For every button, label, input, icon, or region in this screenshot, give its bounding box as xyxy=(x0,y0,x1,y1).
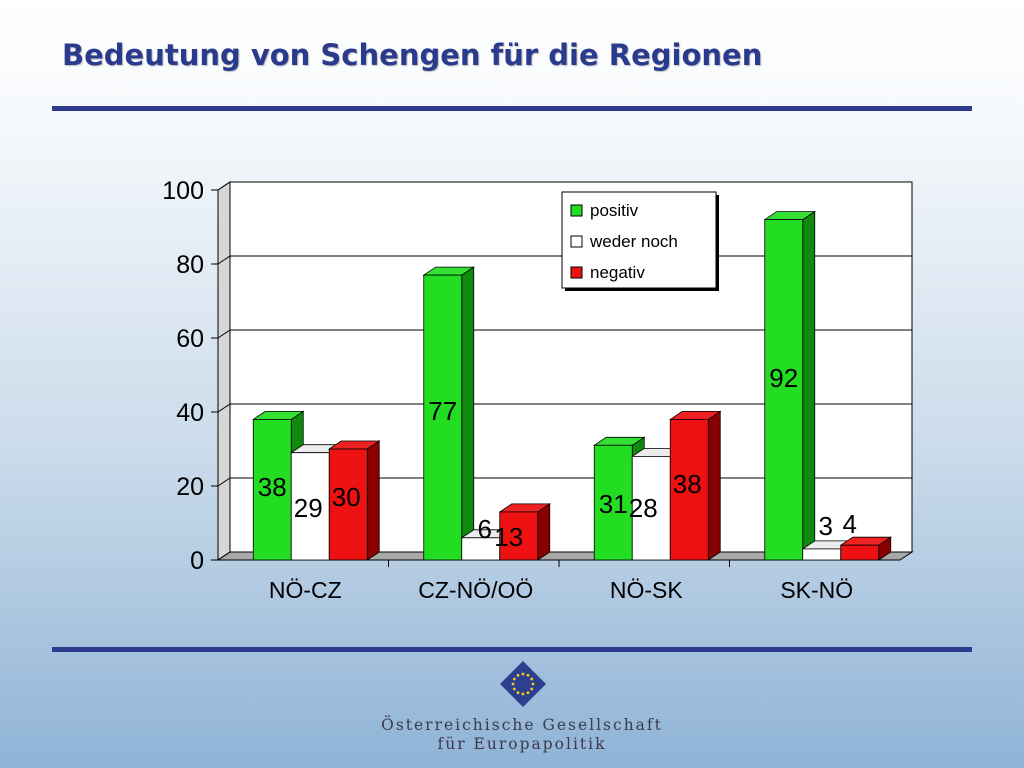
legend-label: positiv xyxy=(590,201,639,220)
legend-label: weder noch xyxy=(589,232,678,251)
bar-front xyxy=(631,455,671,561)
bar-side xyxy=(802,210,816,561)
data-label: 29 xyxy=(294,493,323,523)
bar-side xyxy=(366,440,380,561)
bar-side xyxy=(707,410,721,561)
organization-name: Österreichische Gesellschaft für Europap… xyxy=(372,716,672,754)
y-tick-label: 0 xyxy=(190,547,204,575)
gridline xyxy=(217,329,912,339)
organization-name-line2: für Europapolitik xyxy=(437,735,607,753)
legend-swatch-weder-noch xyxy=(570,235,583,248)
data-label: 6 xyxy=(478,514,492,544)
bar-front xyxy=(764,219,804,561)
bar-negativ xyxy=(668,410,722,561)
x-tick-label: NÖ-SK xyxy=(610,577,684,603)
legend-swatch-negativ xyxy=(570,266,583,279)
data-label: 28 xyxy=(629,493,658,523)
data-label: 3 xyxy=(819,511,833,541)
slide-title: Bedeutung von Schengen für die Regionen xyxy=(62,38,763,72)
title-divider xyxy=(52,106,972,111)
bar-front xyxy=(290,452,330,561)
bar-front xyxy=(328,448,368,561)
bar-positiv xyxy=(422,266,476,561)
y-tick-label: 20 xyxy=(176,473,204,501)
bar-positiv xyxy=(763,210,817,561)
bar-negativ xyxy=(327,440,381,561)
bar-side xyxy=(461,266,475,561)
y-tick-label: 60 xyxy=(176,325,204,353)
bar-front xyxy=(499,511,539,561)
data-label: 4 xyxy=(843,509,857,539)
data-label: 31 xyxy=(599,489,628,519)
x-tick-label: CZ-NÖ/OÖ xyxy=(418,577,533,603)
data-label: 77 xyxy=(428,396,457,426)
bar-front xyxy=(840,544,880,561)
data-label: 13 xyxy=(494,522,523,552)
bar-front xyxy=(252,418,292,561)
gridline xyxy=(217,403,912,413)
data-label: 38 xyxy=(258,472,287,502)
bar-front xyxy=(802,548,842,561)
x-tick-label: SK-NÖ xyxy=(780,577,853,603)
legend-label: negativ xyxy=(590,263,645,282)
bar-negativ xyxy=(498,503,552,561)
organization-name-line1: Österreichische Gesellschaft xyxy=(381,716,663,734)
footer-divider xyxy=(52,647,972,652)
legend-swatch-positiv xyxy=(570,204,583,217)
bar-side xyxy=(537,503,551,561)
data-label: 38 xyxy=(673,469,702,499)
x-tick-label: NÖ-CZ xyxy=(269,577,342,603)
legend xyxy=(561,191,717,289)
bar-negativ xyxy=(839,536,893,561)
plot-side-wall xyxy=(217,181,231,561)
y-tick-label: 80 xyxy=(176,251,204,279)
data-label: 30 xyxy=(332,482,361,512)
bar-front xyxy=(423,274,463,561)
gridline xyxy=(217,181,912,191)
eu-diamond-logo xyxy=(500,661,546,707)
bar-front xyxy=(669,418,709,561)
y-tick-label: 100 xyxy=(162,177,204,205)
y-tick-label: 40 xyxy=(176,399,204,427)
data-label: 92 xyxy=(769,363,798,393)
